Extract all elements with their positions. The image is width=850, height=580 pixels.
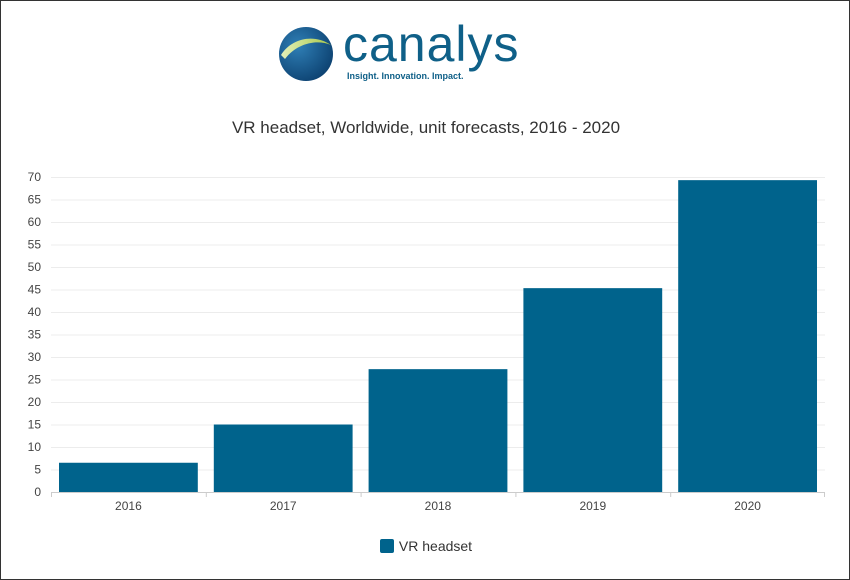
y-tick-label: 35	[28, 328, 42, 342]
x-tick-label: 2019	[579, 499, 606, 513]
y-tick-label: 65	[28, 193, 42, 207]
globe-swoosh-icon	[279, 27, 333, 81]
chart-title: VR headset, Worldwide, unit forecasts, 2…	[231, 118, 621, 137]
y-tick-label: 45	[28, 283, 42, 297]
logo-tagline: Insight. Innovation. Impact.	[347, 71, 464, 81]
legend-label: VR headset	[398, 538, 473, 554]
bar-2020	[678, 180, 817, 492]
bars	[59, 180, 817, 492]
axes: 0 5 10 15 20 25 30 35 40 45 50 55 60 65 70 2016 2017 2018…	[28, 170, 825, 513]
y-tick-label: 70	[28, 170, 42, 184]
y-tick-label: 60	[28, 215, 42, 229]
legend-swatch	[379, 539, 394, 553]
y-tick-label: 30	[28, 350, 42, 364]
y-tick-label: 0	[34, 485, 41, 499]
bar-2018	[368, 369, 508, 492]
bar-chart: 0 5 10 15 20 25 30 35 40 45 50 55 60 65 70 2016 2017 2018…	[28, 170, 825, 513]
y-tick-label: 50	[28, 260, 42, 274]
x-tick-label: 2018	[425, 499, 452, 513]
y-tick-label: 20	[28, 395, 42, 409]
y-tick-label: 55	[28, 238, 42, 252]
y-tick-label: 10	[28, 440, 42, 454]
legend: VR headset	[1, 538, 850, 554]
bar-2019	[523, 288, 663, 492]
x-tick-label: 2020	[734, 499, 761, 513]
bar-2016	[59, 462, 198, 492]
y-tick-label: 5	[34, 463, 41, 477]
logo-wordmark: canalys	[343, 16, 520, 72]
bar-2017	[213, 424, 353, 492]
y-tick-label: 25	[28, 373, 42, 387]
x-tick-label: 2016	[115, 499, 142, 513]
x-tick-label: 2017	[270, 499, 297, 513]
canalys-logo: canalys Insight. Innovation. Impact.	[277, 16, 537, 89]
y-tick-label: 40	[28, 305, 42, 319]
y-tick-label: 15	[28, 418, 42, 432]
